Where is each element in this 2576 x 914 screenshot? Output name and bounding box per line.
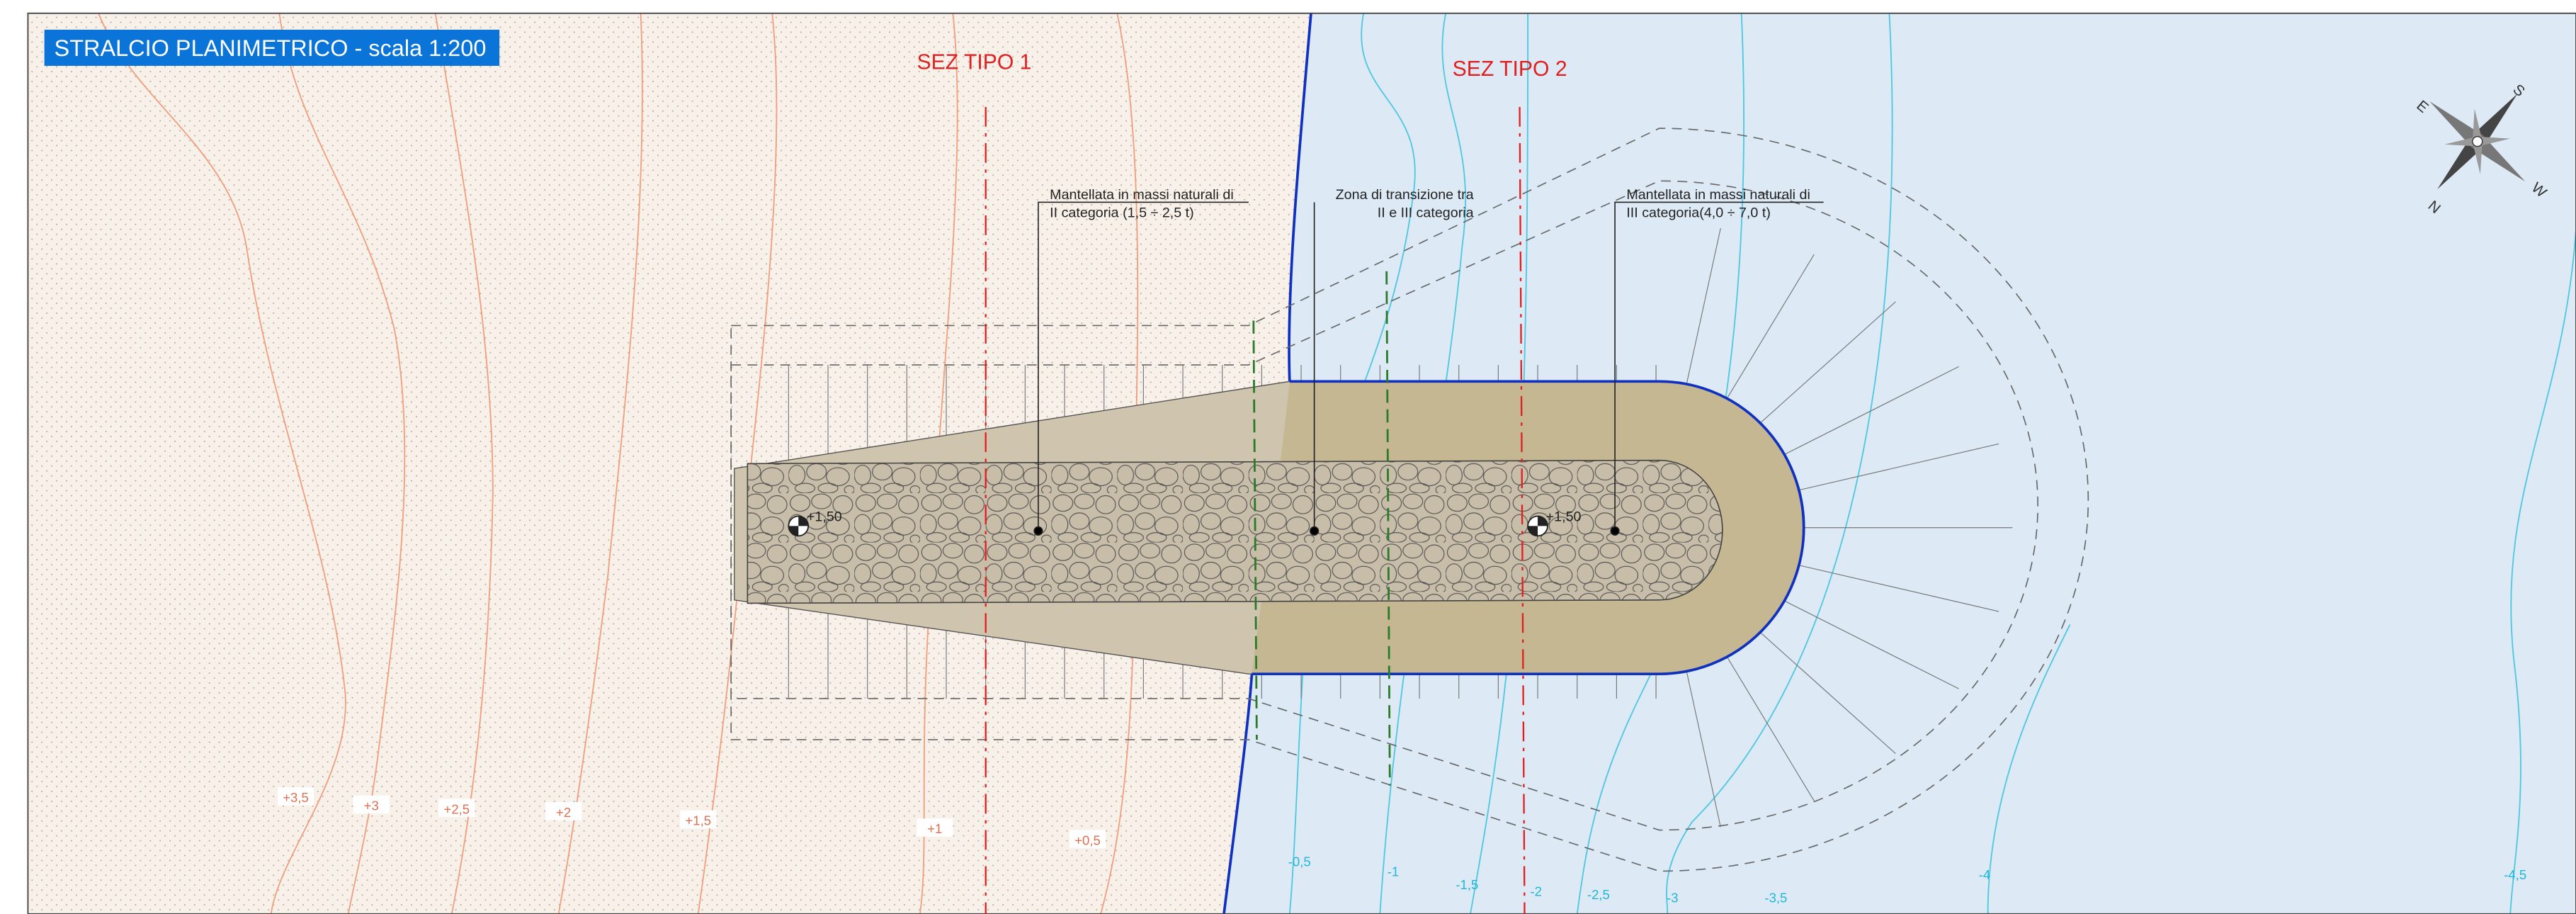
contour-label: -3,5: [1764, 891, 1787, 905]
contour-label: +1: [927, 821, 942, 836]
annotation: II categoria (1,5 ÷ 2,5 t): [1050, 205, 1194, 220]
contour-label: +2: [556, 805, 571, 820]
drawing: +1,50 +1,50 STRALCIO PLANIMETRICO - scal…: [0, 0, 2576, 914]
title: STRALCIO PLANIMETRICO - scala 1:200: [55, 35, 487, 61]
contour-label: -4,5: [2504, 867, 2526, 882]
armour-layer: [747, 461, 1723, 604]
annotation: II e III categoria: [1378, 205, 1474, 220]
contour-label: +3,5: [283, 790, 309, 805]
contour-label: +0,5: [1074, 833, 1101, 847]
contour-label: -2: [1530, 884, 1542, 898]
annotation: Mantellata in massi naturali di: [1050, 187, 1234, 203]
contour-label: -3: [1667, 891, 1679, 905]
contour-label: -2,5: [1587, 887, 1610, 902]
annotation: Zona di transizione tra: [1336, 187, 1474, 203]
elevation-label: +1,50: [807, 509, 842, 524]
section-label: SEZ TIPO 1: [917, 51, 1032, 74]
contour-label: -4: [1979, 867, 1990, 882]
elevation-label: +1,50: [1546, 509, 1582, 524]
contour-label: +3: [364, 799, 379, 813]
contour-label: -1: [1388, 864, 1400, 879]
contour-label: +1,5: [685, 813, 711, 828]
contour-label: -0,5: [1288, 854, 1311, 869]
contour-label: +2,5: [444, 801, 470, 816]
contour-label: -1,5: [1456, 877, 1478, 892]
annotation: III categoria(4,0 ÷ 7,0 t): [1626, 205, 1771, 220]
section-label: SEZ TIPO 2: [1453, 57, 1567, 81]
annotation: Mantellata in massi naturali di: [1626, 187, 1810, 203]
